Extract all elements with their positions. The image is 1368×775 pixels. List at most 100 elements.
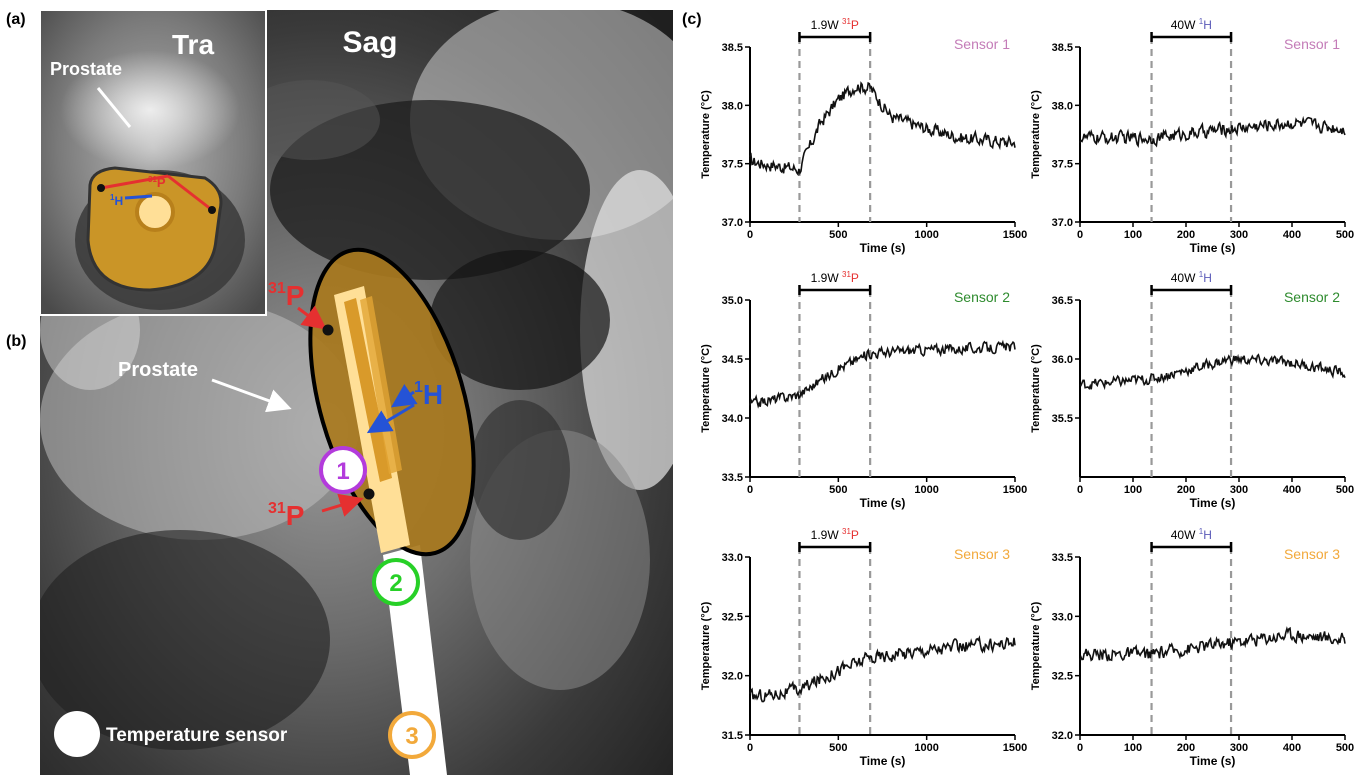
temperature-trace [749, 635, 1016, 703]
x-tick-label: 1500 [1003, 742, 1027, 754]
rf-bracket-label: 1.9W 31P [811, 270, 859, 285]
x-axis-label: Time (s) [1190, 754, 1236, 768]
y-tick-label: 35.0 [722, 295, 743, 307]
y-tick-label: 37.5 [722, 159, 743, 171]
panel-a-image [39, 9, 267, 316]
y-tick-label: 32.0 [722, 671, 743, 683]
y-tick-label: 37.0 [1052, 217, 1073, 229]
x-tick-label: 100 [1124, 484, 1142, 496]
y-tick-label: 37.0 [722, 217, 743, 229]
sensor-label: Sensor 1 [954, 36, 1010, 52]
sag-title: Sag [342, 26, 397, 59]
sensor-label: Sensor 3 [954, 546, 1010, 562]
p-label-top: 31P [268, 280, 304, 311]
panel-c-letter: (c) [682, 11, 702, 28]
sensor-marker-1: 1 [319, 446, 367, 494]
x-axis-label: Time (s) [860, 754, 906, 768]
x-tick-label: 0 [747, 229, 753, 241]
h-arrow-lower [366, 403, 415, 434]
x-tick-label: 500 [1336, 229, 1354, 241]
x-tick-label: 500 [1336, 742, 1354, 754]
chart-s2p: 33.5 34.0 34.5 35.0 0 500 1000 1500 Time (s) Temp… [700, 270, 1027, 510]
temperature-trace [749, 81, 1016, 177]
sensor-label: Sensor 2 [1284, 289, 1340, 305]
x-tick-label: 500 [829, 742, 847, 754]
rf-bracket-label: 1.9W 31P [811, 527, 859, 542]
svg-text:1: 1 [336, 458, 349, 485]
x-tick-label: 400 [1283, 229, 1301, 241]
y-tick-label: 33.0 [722, 552, 743, 564]
temperature-trace [1079, 626, 1346, 662]
panel-a-letter: (a) [6, 11, 26, 28]
legend-label: Temperature sensor [106, 725, 288, 746]
y-tick-label: 33.5 [1052, 552, 1073, 564]
y-tick-label: 36.5 [1052, 295, 1073, 307]
x-tick-label: 0 [747, 484, 753, 496]
x-tick-label: 1000 [914, 484, 938, 496]
panel-b-image [40, 10, 673, 775]
x-tick-label: 300 [1230, 742, 1248, 754]
x-tick-label: 400 [1283, 484, 1301, 496]
panel-b-letter: (b) [6, 333, 26, 350]
chart-s1h: 37.0 37.5 38.0 38.5 0 100 200 300 400 500 Time (s)… [1030, 17, 1354, 255]
chart-s1p: 37.0 37.5 38.0 38.5 0 500 1000 1500 Time (s) Temp… [700, 17, 1027, 255]
y-axis-label: Temperature (°C) [700, 90, 712, 179]
p-label-bottom: 31P [268, 500, 304, 531]
legend-sensor-icon [54, 711, 100, 757]
y-tick-label: 38.0 [722, 100, 743, 112]
p-arrow-bottom [321, 493, 364, 517]
x-tick-label: 0 [747, 742, 753, 754]
y-tick-label: 32.5 [722, 611, 743, 623]
y-tick-label: 38.5 [722, 42, 743, 54]
temperature-trace [1079, 115, 1346, 148]
y-tick-label: 34.5 [722, 354, 743, 366]
temperature-trace [749, 339, 1016, 409]
sensor-marker-3: 3 [388, 711, 436, 759]
h-arrow-upper [391, 384, 418, 408]
x-tick-label: 1000 [914, 229, 938, 241]
x-tick-label: 500 [829, 229, 847, 241]
x-tick-label: 100 [1124, 229, 1142, 241]
x-axis-label: Time (s) [1190, 496, 1236, 510]
svg-text:2: 2 [389, 570, 402, 597]
y-tick-label: 31.5 [722, 730, 743, 742]
tra-title: Tra [172, 29, 214, 60]
x-axis-label: Time (s) [1190, 241, 1236, 255]
y-axis-label: Temperature (°C) [1030, 90, 1042, 179]
x-tick-label: 1500 [1003, 229, 1027, 241]
x-tick-label: 100 [1124, 742, 1142, 754]
y-tick-label: 32.5 [1052, 671, 1073, 683]
y-tick-label: 33.0 [1052, 611, 1073, 623]
chart-s2h: 35.5 36.0 36.5 0 100 200 300 400 500 Time (s) Temp… [1030, 270, 1354, 510]
sensor-dot-bottom [363, 488, 375, 500]
sag-prostate-arrow [211, 378, 292, 413]
x-tick-label: 1500 [1003, 484, 1027, 496]
y-tick-label: 38.0 [1052, 100, 1073, 112]
x-tick-label: 400 [1283, 742, 1301, 754]
y-axis-label: Temperature (°C) [700, 601, 712, 690]
x-axis-label: Time (s) [860, 241, 906, 255]
chart-s3h: 32.0 32.5 33.0 33.5 0 100 200 300 400 500 Time (s)… [1030, 527, 1354, 768]
tra-h-label: 1H [110, 193, 123, 208]
y-tick-label: 32.0 [1052, 730, 1073, 742]
x-tick-label: 1000 [914, 742, 938, 754]
x-tick-label: 0 [1077, 484, 1083, 496]
x-tick-label: 300 [1230, 484, 1248, 496]
y-tick-label: 33.5 [722, 472, 743, 484]
x-tick-label: 200 [1177, 484, 1195, 496]
tra-p-label: 31P [148, 175, 166, 190]
y-tick-label: 35.5 [1052, 413, 1073, 425]
svg-text:3: 3 [405, 723, 418, 750]
x-tick-label: 500 [829, 484, 847, 496]
x-axis-label: Time (s) [860, 496, 906, 510]
tra-prostate-label: Prostate [50, 59, 122, 79]
sensor-dot-top [322, 324, 334, 336]
sensor-label: Sensor 2 [954, 289, 1010, 305]
rf-bracket-label: 40W 1H [1171, 270, 1212, 285]
y-tick-label: 38.5 [1052, 42, 1073, 54]
x-tick-label: 300 [1230, 229, 1248, 241]
x-tick-label: 0 [1077, 229, 1083, 241]
x-tick-label: 0 [1077, 742, 1083, 754]
